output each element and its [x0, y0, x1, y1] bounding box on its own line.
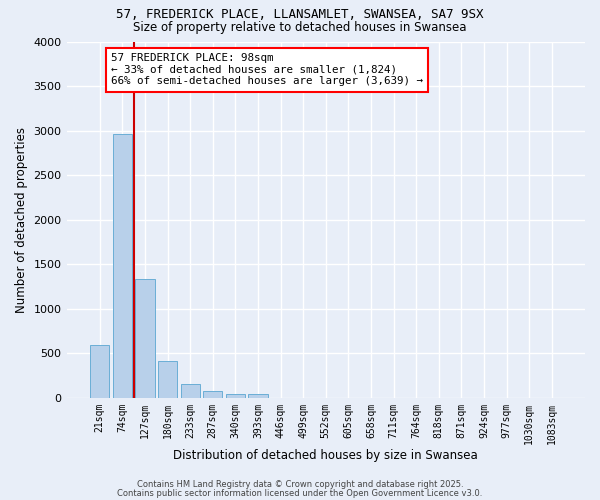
Bar [181, 384, 200, 398]
Bar [158, 360, 177, 398]
Text: Contains public sector information licensed under the Open Government Licence v3: Contains public sector information licen… [118, 488, 482, 498]
Bar [226, 394, 245, 398]
Text: 57, FREDERICK PLACE, LLANSAMLET, SWANSEA, SA7 9SX: 57, FREDERICK PLACE, LLANSAMLET, SWANSEA… [116, 8, 484, 20]
Text: 57 FREDERICK PLACE: 98sqm
← 33% of detached houses are smaller (1,824)
66% of se: 57 FREDERICK PLACE: 98sqm ← 33% of detac… [111, 53, 423, 86]
Y-axis label: Number of detached properties: Number of detached properties [15, 126, 28, 312]
Bar [248, 394, 268, 398]
Bar [90, 346, 109, 398]
Bar [113, 134, 132, 398]
Bar [203, 392, 223, 398]
X-axis label: Distribution of detached houses by size in Swansea: Distribution of detached houses by size … [173, 450, 478, 462]
Text: Contains HM Land Registry data © Crown copyright and database right 2025.: Contains HM Land Registry data © Crown c… [137, 480, 463, 489]
Text: Size of property relative to detached houses in Swansea: Size of property relative to detached ho… [133, 21, 467, 34]
Bar [136, 280, 155, 398]
